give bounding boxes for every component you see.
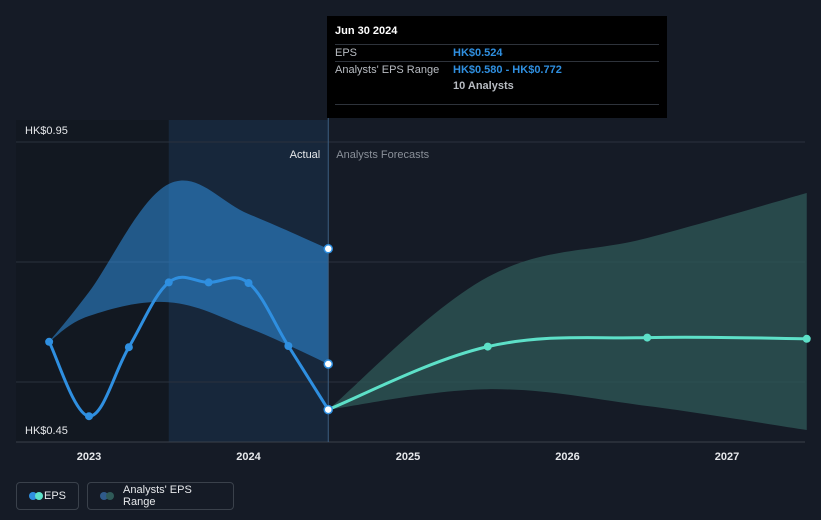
eps-point-highlight — [325, 406, 332, 413]
x-tick-label: 2025 — [396, 451, 420, 463]
legend-item-range[interactable]: Analysts' EPS Range — [87, 482, 234, 510]
eps-range-forecast-area — [328, 193, 807, 430]
legend-eps-label: EPS — [43, 490, 66, 502]
tooltip-range-value: HK$0.580 - HK$0.772 — [453, 64, 562, 76]
tooltip-row-eps: EPS HK$0.524 — [335, 44, 659, 61]
tooltip: Jun 30 2024 EPS HK$0.524 Analysts' EPS R… — [327, 16, 667, 118]
tooltip-eps-value: HK$0.524 — [453, 47, 503, 59]
legend-item-eps[interactable]: EPS — [16, 482, 79, 510]
range-end-point — [323, 359, 333, 369]
eps-point — [124, 343, 133, 352]
x-tick-label: 2026 — [555, 451, 579, 463]
eps-forecast-line — [326, 335, 809, 412]
tooltip-range-label: Analysts' EPS Range — [335, 64, 440, 76]
eps-point — [284, 342, 293, 350]
y-tick-label: HK$0.45 — [25, 425, 68, 437]
range-legend-icon — [100, 492, 115, 500]
tooltip-date: Jun 30 2024 — [335, 25, 398, 37]
range-end-point — [323, 244, 333, 254]
range-legend-dot-past — [100, 492, 108, 500]
tooltip-eps-label: EPS — [335, 47, 358, 59]
tooltip-row-range: Analysts' EPS Range HK$0.580 - HK$0.772 — [335, 61, 659, 78]
eps-point — [643, 333, 652, 342]
actual-label: Actual — [290, 149, 321, 161]
eps-legend-dot-past — [29, 492, 37, 500]
x-tick-label: 2027 — [715, 451, 739, 463]
eps-point — [204, 278, 213, 287]
eps-legend-icon — [29, 492, 43, 500]
eps-range-area — [49, 180, 329, 364]
eps-point — [802, 334, 811, 343]
eps-point — [45, 337, 54, 346]
tooltip-row-analysts: 10 Analysts — [335, 78, 659, 94]
eps-point — [164, 278, 173, 287]
eps-legend-dot-forecast — [35, 492, 43, 500]
tooltip-analysts: 10 Analysts — [453, 80, 514, 92]
legend-range-label: Analysts' EPS Range — [123, 484, 192, 508]
eps-point — [85, 412, 93, 421]
range-legend-dot-forecast — [106, 492, 114, 500]
forecast-label: Analysts Forecasts — [336, 149, 429, 161]
x-tick-label: 2023 — [77, 451, 101, 463]
eps-point — [244, 279, 253, 287]
tooltip-analysts-spacer — [335, 78, 453, 94]
x-tick-label: 2024 — [236, 451, 261, 463]
eps-point — [483, 342, 492, 351]
y-tick-label: HK$0.95 — [25, 125, 68, 137]
tooltip-divider — [335, 104, 659, 106]
